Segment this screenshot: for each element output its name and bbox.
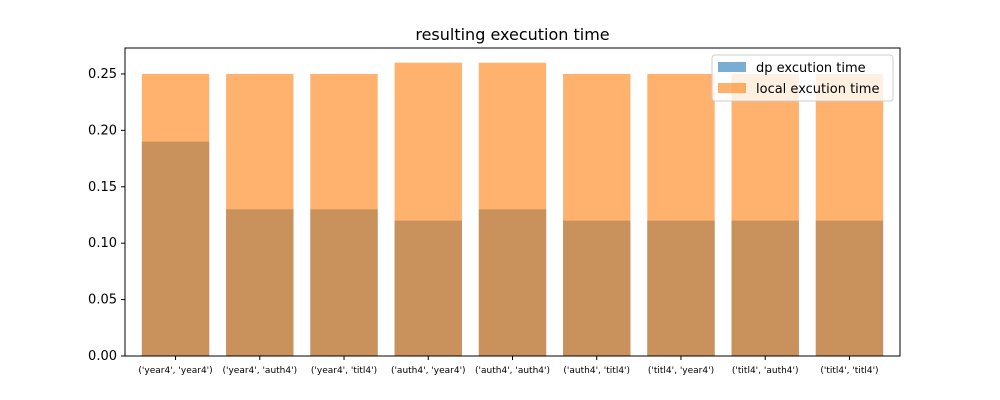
legend-swatch [718,83,746,93]
bar-local-5 [563,73,631,356]
bar-local-8 [815,73,884,356]
x-tick-label: ('auth4', 'year4') [391,366,466,376]
legend-label: local excution time [756,82,879,97]
x-tick-label: ('auth4', 'auth4') [475,366,550,376]
bar-local-4 [478,62,547,357]
y-tick-label: 0.10 [88,236,117,251]
y-axis: 0.00 0.05 0.10 0.15 0.20 0.25 [88,67,125,364]
y-tick-label: 0.00 [88,349,117,364]
bar-local-0 [141,73,210,356]
x-tick-label: ('titl4', 'auth4') [732,366,799,376]
x-tick-label: ('year4', 'auth4') [222,366,297,376]
x-tick-label: ('titl4', 'titl4') [820,366,878,376]
x-tick-label: ('titl4', 'year4') [648,366,714,376]
bar-local-7 [731,73,799,356]
y-tick-label: 0.15 [88,180,117,195]
bar-local-3 [394,62,462,357]
bar-local-6 [647,73,715,356]
legend-box [711,54,894,102]
y-tick-label: 0.05 [88,293,117,308]
bar-local-1 [226,73,294,356]
y-tick-label: 0.25 [88,67,117,82]
legend-swatch [718,62,746,72]
x-tick-label: ('year4', 'titl4') [311,366,377,376]
y-tick-label: 0.20 [88,123,117,138]
x-axis: ('year4', 'year4') ('year4', 'auth4') ('ye… [138,356,879,376]
bar-local-2 [310,73,378,356]
bars-group [141,62,884,357]
x-tick-label: ('year4', 'year4') [138,366,212,376]
x-tick-label: ('auth4', 'titl4') [563,366,630,376]
chart-title: resulting execution time [415,25,609,44]
legend: dp excution time local excution time [711,54,894,102]
legend-label: dp excution time [756,61,866,76]
